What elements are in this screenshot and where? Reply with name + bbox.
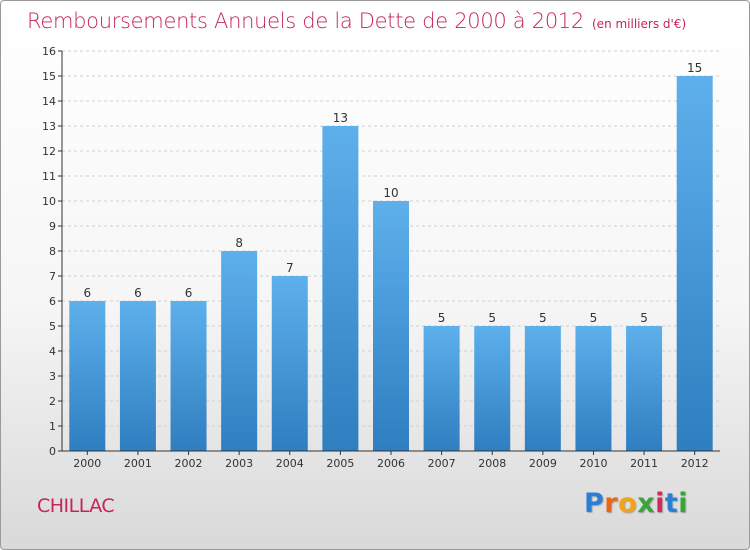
x-tick-label: 2005 <box>326 457 354 470</box>
x-tick-label: 2004 <box>276 457 304 470</box>
x-tick-label: 2012 <box>681 457 709 470</box>
y-tick-label: 15 <box>42 70 56 83</box>
logo-letter: i <box>678 488 689 519</box>
bar <box>119 301 156 451</box>
data-label: 15 <box>687 61 702 75</box>
x-tick-label: 2001 <box>124 457 152 470</box>
logo-letter: P <box>584 488 605 519</box>
data-label: 6 <box>134 286 142 300</box>
x-tick-label: 2003 <box>225 457 253 470</box>
bar <box>474 326 511 451</box>
bar <box>322 126 359 451</box>
bar <box>676 76 713 451</box>
y-tick-label: 9 <box>49 220 56 233</box>
data-label: 13 <box>333 111 348 125</box>
bar <box>221 251 258 451</box>
y-tick-label: 0 <box>49 445 56 458</box>
y-tick-label: 7 <box>49 270 56 283</box>
data-label: 5 <box>488 311 496 325</box>
x-tick-label: 2002 <box>175 457 203 470</box>
data-label: 5 <box>539 311 547 325</box>
axes <box>58 50 720 455</box>
y-tick-label: 3 <box>49 370 56 383</box>
logo-letter: i <box>655 488 665 519</box>
bar <box>575 326 612 451</box>
data-label: 5 <box>438 311 446 325</box>
x-tick-label: 2007 <box>428 457 456 470</box>
unit-note: (en milliers d'€) <box>592 17 687 31</box>
bars <box>69 76 713 451</box>
y-tick-label: 1 <box>49 420 56 433</box>
x-tick-label: 2009 <box>529 457 557 470</box>
proxiti-logo: Proxiti <box>584 488 688 519</box>
data-label: 5 <box>640 311 648 325</box>
y-tick-label: 8 <box>49 245 56 258</box>
bar <box>373 201 409 451</box>
y-tick-label: 12 <box>42 145 56 158</box>
y-tick-label: 6 <box>49 295 56 308</box>
logo-letter: r <box>604 488 619 519</box>
chart-title: Remboursements Annuels de la Dette de 20… <box>27 9 686 33</box>
bar <box>423 326 460 451</box>
x-tick-label: 2008 <box>478 457 506 470</box>
x-tick-label: 2000 <box>73 457 101 470</box>
labels: 0123456789101112131415162000620016200262… <box>42 45 709 470</box>
bar <box>271 276 308 451</box>
y-tick-label: 10 <box>42 195 56 208</box>
data-label: 5 <box>590 311 598 325</box>
y-tick-label: 11 <box>42 170 56 183</box>
x-tick-label: 2010 <box>579 457 607 470</box>
x-tick-label: 2011 <box>630 457 658 470</box>
title-text: Remboursements Annuels de la Dette de 20… <box>27 9 584 33</box>
logo-letter: t <box>664 488 679 519</box>
logo-letter: x <box>637 488 656 519</box>
y-tick-label: 5 <box>49 320 56 333</box>
bar <box>626 326 663 451</box>
data-label: 10 <box>383 186 398 200</box>
data-label: 6 <box>185 286 193 300</box>
commune-name: CHILLAC <box>37 495 115 517</box>
x-tick-label: 2006 <box>377 457 405 470</box>
bar <box>69 301 106 451</box>
y-tick-label: 2 <box>49 395 56 408</box>
data-label: 7 <box>286 261 294 275</box>
data-label: 8 <box>235 236 243 250</box>
y-tick-label: 16 <box>42 45 56 58</box>
logo-letter: o <box>618 488 638 519</box>
y-tick-label: 4 <box>49 345 56 358</box>
bar <box>524 326 561 451</box>
y-tick-label: 13 <box>42 120 56 133</box>
y-tick-label: 14 <box>42 95 56 108</box>
bar <box>170 301 207 451</box>
data-label: 6 <box>83 286 91 300</box>
